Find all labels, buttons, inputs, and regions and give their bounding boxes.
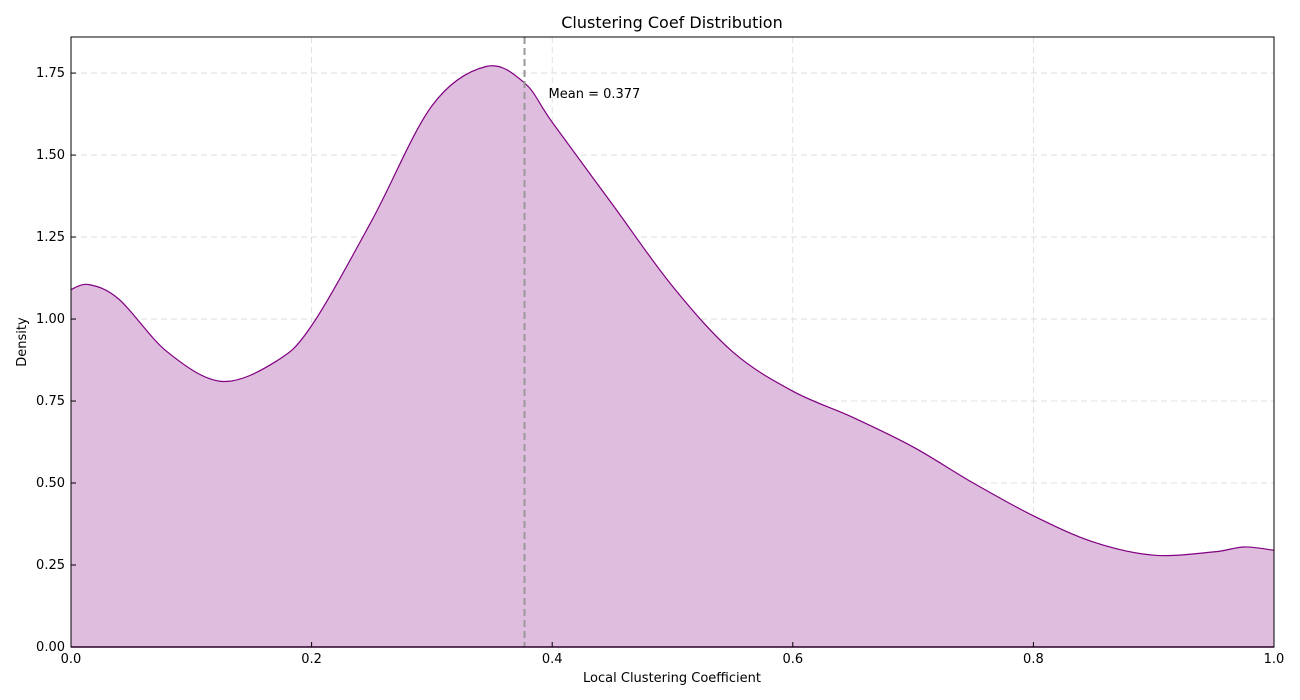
x-axis: 0.0 0.2 0.4 0.6 0.8 1.0 xyxy=(61,642,1285,667)
y-axis-label: Density xyxy=(15,317,30,367)
chart-title: Clustering Coef Distribution xyxy=(561,13,782,32)
y-tick-label: 1.50 xyxy=(36,148,65,163)
y-tick-label: 1.75 xyxy=(36,66,65,81)
x-tick-label: 0.4 xyxy=(542,652,563,667)
x-tick-label: 0.8 xyxy=(1023,652,1044,667)
density-line xyxy=(70,65,1275,557)
y-tick-label: 1.25 xyxy=(36,230,65,245)
y-tick-label: 1.00 xyxy=(36,312,65,327)
x-axis-label: Local Clustering Coefficient xyxy=(583,671,761,686)
y-tick-label: 0.25 xyxy=(36,558,65,573)
x-tick-label: 0.6 xyxy=(782,652,803,667)
mean-label: Mean = 0.377 xyxy=(549,87,641,102)
y-tick-label: 0.75 xyxy=(36,394,65,409)
y-tick-label: 0.00 xyxy=(36,640,65,655)
x-tick-label: 1.0 xyxy=(1264,652,1285,667)
plot-frame xyxy=(70,36,1275,648)
x-tick-label: 0.2 xyxy=(301,652,322,667)
y-tick-label: 0.50 xyxy=(36,476,65,491)
x-tick-label: 0.0 xyxy=(61,652,82,667)
density-area xyxy=(71,65,1274,647)
y-axis: 0.00 0.25 0.50 0.75 1.00 1.25 1.50 1.75 xyxy=(36,66,76,655)
